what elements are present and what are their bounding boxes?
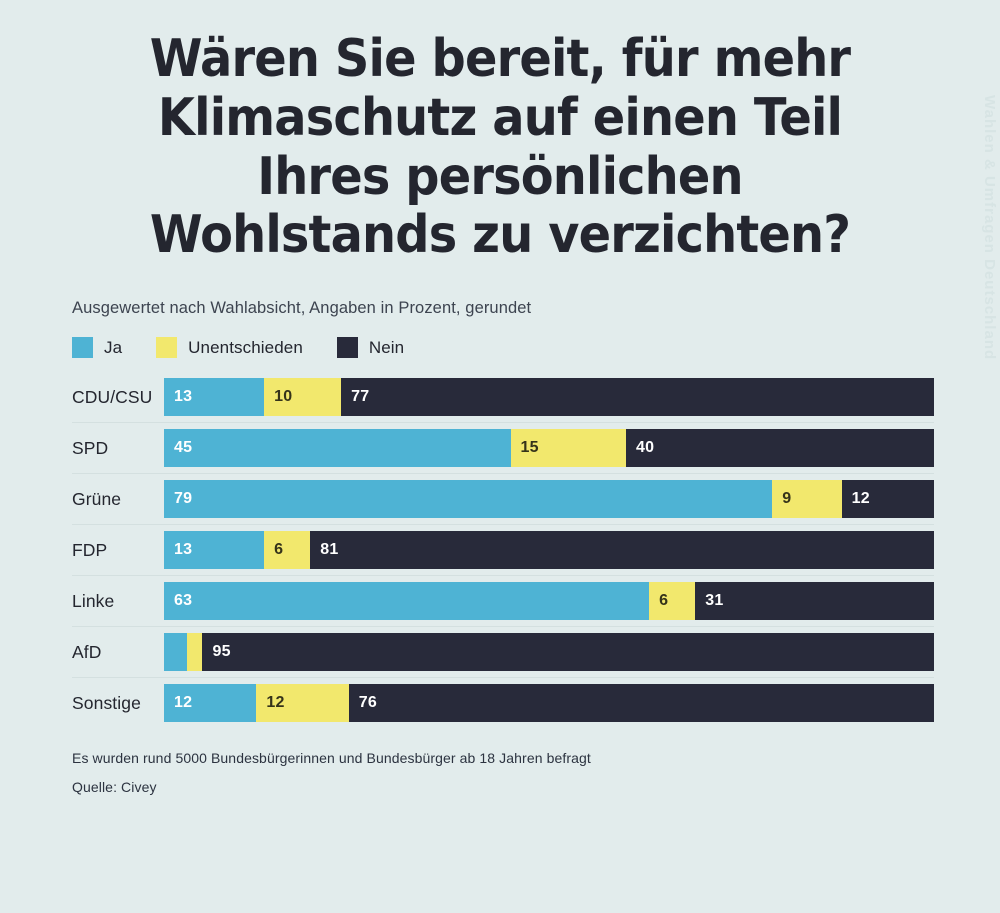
bar-segment-value: 9 [782, 490, 792, 507]
footer-note: Es wurden rund 5000 Bundesbürgerinnen un… [72, 750, 591, 766]
bar-track: 13 10 77 [164, 378, 934, 416]
bar-segment-ja[interactable]: 13 [164, 531, 265, 569]
bar-segment-nein[interactable]: 12 [841, 480, 934, 518]
bar-segment-value: 40 [636, 439, 655, 456]
chart-row: Linke 63 6 31 [72, 575, 934, 626]
bar-segment-value: 10 [274, 388, 293, 405]
legend-swatch-icon [72, 337, 93, 358]
bar-segment-ja[interactable] [164, 633, 188, 671]
bar-segment-value: 6 [274, 541, 284, 558]
chart-row-label: AfD [72, 641, 102, 662]
bar-segment-un[interactable]: 6 [649, 582, 696, 620]
bar-segment-nein[interactable]: 31 [695, 582, 934, 620]
bar-segment-un[interactable]: 12 [256, 684, 349, 722]
stacked-bar-chart: CDU/CSU 13 10 77 SPD 45 15 40 Grüne 79 9 12 FDP 13 6 81… [0, 372, 1000, 728]
bar-segment-value: 12 [851, 490, 870, 507]
legend-item-nein[interactable]: Nein [336, 337, 405, 358]
chart-row-label: FDP [72, 539, 108, 560]
bar-segment-value: 13 [174, 388, 193, 405]
bar-segment-nein[interactable]: 76 [348, 684, 934, 722]
legend-swatch-icon [336, 337, 358, 358]
bar-track: 45 15 40 [164, 429, 934, 467]
bar-track: 79 9 12 [164, 480, 934, 518]
watermark: Wahlen & Umfragen Deutschland [981, 95, 998, 361]
legend-item-unentschieden[interactable]: Unentschieden [156, 337, 303, 358]
chart-row-label: CDU/CSU [72, 386, 153, 407]
chart-row: CDU/CSU 13 10 77 [72, 372, 934, 422]
chart-row: AfD 95 [72, 626, 934, 677]
chart-row-label: Sonstige [72, 692, 141, 713]
chart-footer: Es wurden rund 5000 Bundesbürgerinnen un… [72, 750, 1000, 795]
chart-row: Sonstige 12 12 76 [72, 677, 934, 728]
bar-segment-ja[interactable]: 45 [164, 429, 511, 467]
chart-row-label: Grüne [72, 488, 122, 509]
bar-track: 95 [164, 633, 934, 671]
bar-segment-value: 15 [520, 439, 539, 456]
bar-segment-nein[interactable]: 40 [626, 429, 934, 467]
bar-segment-ja[interactable]: 63 [164, 582, 650, 620]
chart-legend: Ja Unentschieden Nein [72, 337, 1000, 358]
bar-segment-value: 79 [174, 490, 193, 507]
bar-segment-value: 12 [266, 694, 285, 711]
legend-item-label: Ja [104, 337, 123, 357]
page-title: Wären Sie bereit, für mehr Klimaschutz a… [0, 0, 1000, 265]
bar-segment-value: 81 [320, 541, 339, 558]
footer-source: Quelle: Civey [72, 779, 157, 795]
bar-segment-value: 12 [174, 694, 193, 711]
bar-segment-un[interactable] [187, 633, 203, 671]
chart-row: FDP 13 6 81 [72, 524, 934, 575]
headline-line-1: Wären Sie bereit, für mehr [149, 29, 851, 89]
legend-item-label: Unentschieden [188, 337, 303, 357]
chart-subtitle: Ausgewertet nach Wahlabsicht, Angaben in… [72, 299, 532, 317]
bar-segment-value: 63 [174, 592, 193, 609]
chart-row: Grüne 79 9 12 [72, 473, 934, 524]
bar-segment-nein[interactable]: 77 [341, 378, 934, 416]
legend-swatch-icon [156, 337, 178, 358]
bar-segment-value: 13 [174, 541, 193, 558]
bar-segment-ja[interactable]: 13 [164, 378, 265, 416]
bar-segment-un[interactable]: 9 [772, 480, 842, 518]
headline-line-4: Wohlstands zu verzichten? [149, 205, 851, 266]
headline-line-2: Klimaschutz auf einen Teil [157, 87, 843, 148]
bar-segment-value: 76 [358, 694, 377, 711]
bar-segment-value: 77 [351, 388, 370, 405]
bar-segment-un[interactable]: 10 [264, 378, 342, 416]
bar-segment-nein[interactable]: 95 [202, 633, 934, 671]
chart-row: SPD 45 15 40 [72, 422, 934, 473]
legend-item-ja[interactable]: Ja [72, 337, 122, 358]
headline-line-3: Ihres persönlichen [257, 146, 743, 207]
chart-row-label: SPD [72, 437, 109, 458]
chart-row-label: Linke [72, 590, 115, 611]
bar-segment-un[interactable]: 15 [510, 429, 626, 467]
bar-track: 63 6 31 [164, 582, 934, 620]
bar-segment-value: 95 [212, 643, 231, 660]
bar-segment-ja[interactable]: 12 [164, 684, 257, 722]
bar-track: 12 12 76 [164, 684, 934, 722]
bar-segment-ja[interactable]: 79 [164, 480, 773, 518]
bar-track: 13 6 81 [164, 531, 934, 569]
bar-segment-value: 31 [705, 592, 724, 609]
legend-item-label: Nein [368, 337, 405, 357]
bar-segment-un[interactable]: 6 [264, 531, 311, 569]
bar-segment-nein[interactable]: 81 [310, 531, 934, 569]
bar-segment-value: 45 [174, 439, 193, 456]
bar-segment-value: 6 [659, 592, 669, 609]
